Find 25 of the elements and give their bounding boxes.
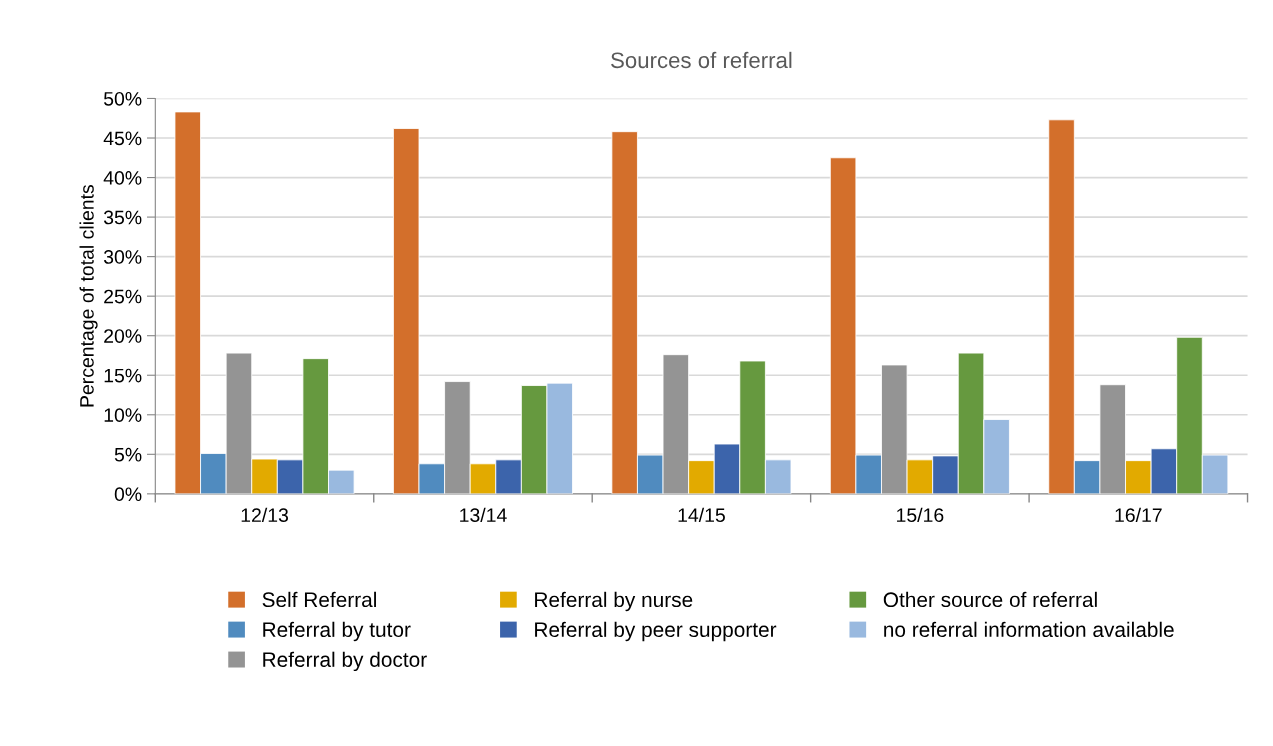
y-tick-label: 40% [103, 171, 142, 185]
x-tick-label: 15/16 [897, 507, 944, 523]
x-tick-label: 12/13 [241, 507, 289, 523]
chart-title: Sources of referral [611, 51, 792, 69]
x-tick-label: 16/17 [1115, 507, 1162, 523]
y-tick-label: 50% [103, 91, 142, 106]
legend-label: Referral by doctor [263, 651, 427, 672]
x-tick-label: 13/14 [460, 507, 507, 523]
y-tick-label: 25% [104, 289, 142, 304]
y-tick-label: 10% [104, 408, 142, 423]
y-tick-label: 20% [104, 329, 142, 343]
legend-label: Referral by peer supporter [535, 621, 777, 642]
legend-label: Other source of referral [883, 591, 1097, 608]
y-axis-title: Percentage of total clients [79, 184, 98, 407]
y-tick-label: 0% [114, 487, 142, 502]
legend-label: no referral information available [884, 621, 1174, 638]
legend-label: Referral by tutor [263, 621, 411, 642]
legend-label: Referral by nurse [535, 591, 693, 612]
x-tick-label: 14/15 [678, 507, 725, 523]
y-tick-label: 15% [104, 368, 142, 383]
y-tick-label: 35% [103, 210, 142, 225]
y-tick-label: 5% [114, 447, 142, 462]
y-tick-label: 30% [103, 250, 142, 264]
legend-label: Self Referral [262, 591, 376, 608]
y-tick-label: 45% [103, 131, 142, 146]
